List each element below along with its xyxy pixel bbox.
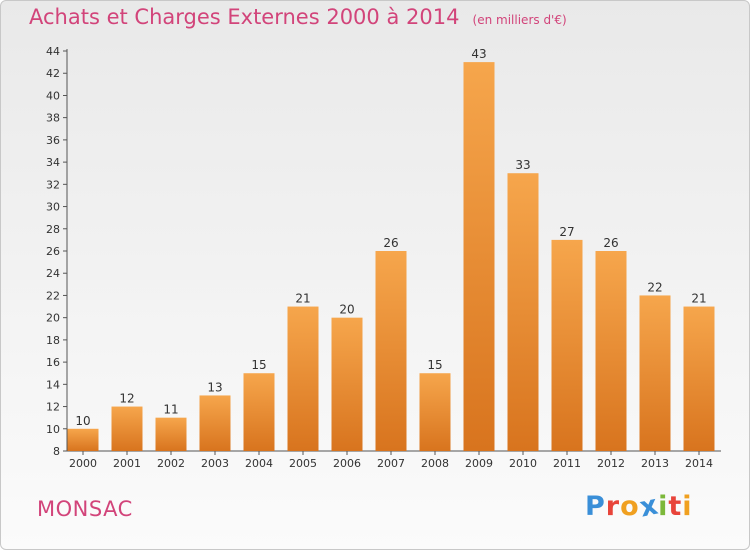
- x-tick-label-2005: 2005: [289, 457, 317, 470]
- logo-letter: i: [658, 491, 669, 522]
- y-tick-label: 34: [46, 156, 60, 169]
- value-label-2004: 15: [251, 358, 266, 372]
- y-tick-label: 30: [46, 201, 60, 214]
- bar-2001: [111, 406, 143, 451]
- value-label-2005: 21: [295, 292, 310, 306]
- bar-2014: [683, 306, 715, 451]
- value-label-2012: 26: [603, 236, 618, 250]
- value-label-2007: 26: [383, 236, 398, 250]
- bar-2007: [375, 251, 407, 451]
- bar-2009: [463, 62, 495, 451]
- bar-2011: [551, 239, 583, 451]
- bar-2003: [199, 395, 231, 451]
- value-label-2013: 22: [647, 280, 662, 294]
- proxiti-logo[interactable]: Proxiti: [585, 489, 693, 523]
- value-label-2011: 27: [559, 225, 574, 239]
- x-tick-label-2007: 2007: [377, 457, 405, 470]
- value-label-2008: 15: [427, 358, 442, 372]
- value-label-2006: 20: [339, 303, 354, 317]
- logo-letter: o: [620, 491, 640, 522]
- axes: 8 10 12 14 16 18 20 22 24 26 28 30 32 34 36 38 40 42 44 200…: [46, 45, 721, 470]
- y-tick-label: 40: [46, 89, 60, 102]
- bar-2010: [507, 173, 539, 451]
- y-tick-label: 32: [46, 178, 60, 191]
- logo-letter: r: [605, 491, 621, 522]
- x-tick-label-2002: 2002: [157, 457, 185, 470]
- commune-name: MONSAC: [37, 497, 133, 521]
- value-label-2001: 12: [119, 392, 134, 406]
- title-row: Achats et Charges Externes 2000 à 2014 (…: [29, 5, 567, 29]
- value-label-2009: 43: [471, 47, 486, 61]
- x-tick-label-2011: 2011: [553, 457, 581, 470]
- y-tick-label: 12: [46, 401, 60, 414]
- x-tick-label-2004: 2004: [245, 457, 273, 470]
- chart-title: Achats et Charges Externes 2000 à 2014: [29, 5, 460, 29]
- y-tick-label: 36: [46, 134, 60, 147]
- bars: [67, 62, 715, 451]
- bar-2002: [155, 417, 187, 451]
- value-label-2000: 10: [75, 414, 90, 428]
- bar-2008: [419, 373, 451, 451]
- x-tick-label-2006: 2006: [333, 457, 361, 470]
- value-label-2003: 13: [207, 380, 222, 394]
- y-tick-label: 10: [46, 423, 60, 436]
- value-labels: 10 12 11 13 15 21 20 26 15 43 33 27 26 22 21: [75, 47, 706, 428]
- y-tick-label: 44: [46, 45, 60, 58]
- value-label-2010: 33: [515, 158, 530, 172]
- y-tick-label: 18: [46, 334, 60, 347]
- x-tick-label-2003: 2003: [201, 457, 229, 470]
- y-tick-label: 22: [46, 289, 60, 302]
- logo-letter: t: [668, 491, 683, 522]
- y-tick-label: 16: [46, 356, 60, 369]
- chart-subtitle: (en milliers d'€): [472, 13, 567, 27]
- logo-letter: i: [682, 491, 693, 522]
- bar-2013: [639, 295, 671, 451]
- y-tick-label: 26: [46, 245, 60, 258]
- value-label-2014: 21: [691, 292, 706, 306]
- logo-letter: P: [585, 491, 606, 522]
- y-tick-label: 8: [53, 445, 60, 458]
- y-tick-label: 20: [46, 312, 60, 325]
- x-tick-label-2001: 2001: [113, 457, 141, 470]
- bar-2012: [595, 251, 627, 451]
- x-tick-label-2009: 2009: [465, 457, 493, 470]
- x-tick-label-2012: 2012: [597, 457, 625, 470]
- bar-2006: [331, 317, 363, 451]
- x-tick-label-2010: 2010: [509, 457, 537, 470]
- x-tick-label-2008: 2008: [421, 457, 449, 470]
- bar-2005: [287, 306, 319, 451]
- bar-2004: [243, 373, 275, 451]
- y-tick-label: 42: [46, 67, 60, 80]
- x-tick-label-2000: 2000: [69, 457, 97, 470]
- y-tick-label: 14: [46, 378, 60, 391]
- y-tick-label: 24: [46, 267, 60, 280]
- x-tick-label-2013: 2013: [641, 457, 669, 470]
- y-tick-label: 28: [46, 223, 60, 236]
- x-tick-label-2014: 2014: [685, 457, 713, 470]
- value-label-2002: 11: [163, 403, 178, 417]
- bar-2000: [67, 428, 99, 451]
- y-tick-label: 38: [46, 112, 60, 125]
